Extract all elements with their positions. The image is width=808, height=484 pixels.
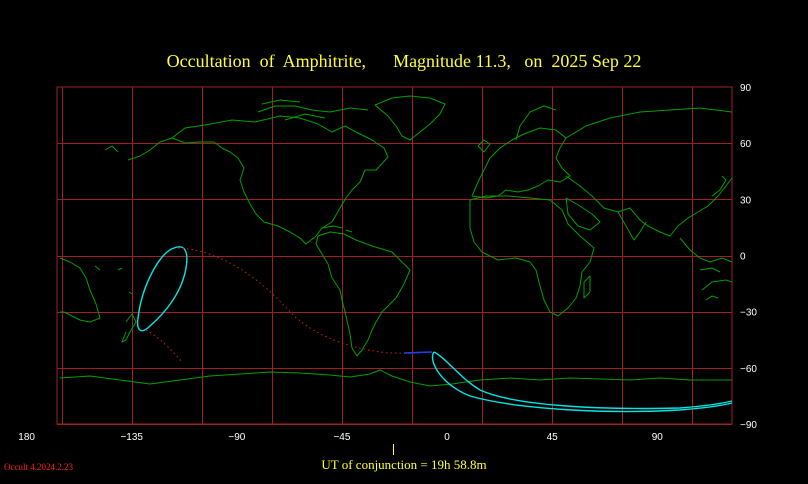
coast-southeast-asia	[679, 237, 733, 273]
coast-asia	[565, 107, 733, 237]
coast-madagascar	[583, 275, 591, 299]
coast-antarctica	[59, 369, 732, 387]
coast-new-zealand	[121, 313, 137, 343]
latitude-tick-label: −60	[740, 364, 757, 375]
coastlines	[59, 95, 733, 387]
longitude-tick-label: −135	[120, 432, 143, 443]
coast-australia	[701, 279, 733, 301]
central-track-segment	[403, 351, 433, 354]
version-label: Occult 4.2024.2.23	[4, 462, 73, 472]
title-date: on 2025 Sep 22	[524, 51, 642, 71]
center-line-dotted-west	[145, 329, 183, 363]
latitude-axis-labels: 90 60 30 0 −30 −60 −90	[740, 83, 757, 431]
latitude-tick-label: 0	[740, 252, 746, 263]
latitude-tick-label: 30	[740, 195, 752, 206]
longitude-tick-label: 180	[18, 432, 35, 443]
path-limit-western-loop	[136, 246, 188, 332]
title-magnitude: Magnitude 11.3,	[393, 51, 511, 71]
latitude-tick-label: −30	[740, 308, 757, 319]
latitude-tick-label: 90	[740, 83, 752, 94]
coast-pacific-islands	[94, 265, 133, 295]
latitude-tick-label: −90	[740, 420, 757, 431]
coast-arctic-islands	[257, 99, 369, 121]
coast-south-america	[315, 231, 411, 357]
coast-europe	[471, 127, 571, 199]
title-object: Occultation of Amphitrite,	[166, 51, 367, 71]
longitude-tick-label: 0	[444, 432, 450, 443]
path-limit-southern-arc	[431, 351, 733, 413]
path-limit-southern-arc-outer	[433, 351, 733, 410]
coast-east-australia	[59, 257, 101, 323]
conjunction-label: UT of conjunction = 19h 58.8m	[321, 457, 487, 472]
plot-title: Occultation of Amphitrite, Magnitude 11.…	[0, 51, 808, 72]
map-frame	[56, 86, 733, 425]
latitude-tick-label: 60	[740, 139, 752, 150]
map-grid	[56, 86, 733, 425]
conjunction-tick	[393, 444, 394, 455]
coast-japan	[711, 175, 727, 197]
coast-africa	[469, 195, 595, 317]
coast-greenland	[374, 95, 446, 141]
longitude-tick-label: −45	[333, 432, 350, 443]
coast-north-america	[171, 115, 389, 245]
coast-arabia-india	[565, 197, 647, 241]
coast-caribbean-islands	[321, 225, 353, 233]
occultation-tracks	[136, 246, 733, 413]
longitude-tick-label: −90	[228, 432, 245, 443]
longitude-tick-label: 45	[547, 432, 559, 443]
longitude-tick-label: 90	[652, 432, 664, 443]
coast-alaska-aleutians	[104, 137, 173, 161]
center-line-dotted	[177, 247, 421, 354]
coast-scandinavia-uk	[477, 105, 557, 153]
